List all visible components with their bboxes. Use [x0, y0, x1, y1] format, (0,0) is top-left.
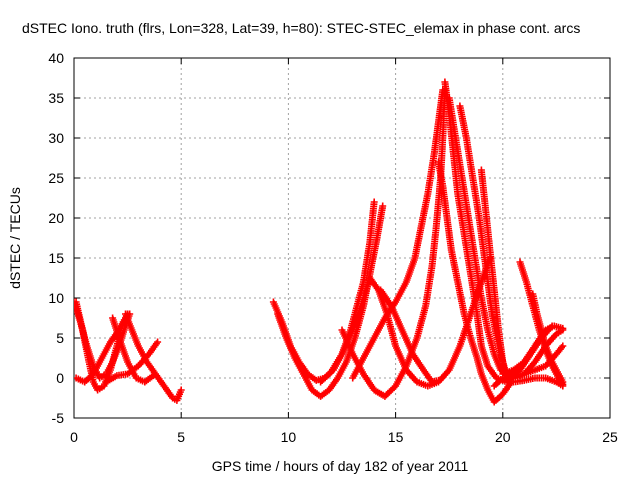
- y-tick-label: 20: [48, 210, 64, 226]
- series-markers: [349, 86, 447, 382]
- plot-frame: [73, 57, 611, 419]
- y-tick-label: 0: [56, 370, 64, 386]
- series-arc-10: [338, 86, 449, 400]
- y-tick-label: 10: [48, 290, 64, 306]
- plot-area: [74, 78, 567, 406]
- y-tick-label: 40: [48, 50, 64, 66]
- series-markers: [122, 310, 185, 404]
- series-arc-17: [477, 166, 511, 386]
- y-tick-label: 15: [48, 250, 64, 266]
- x-tick-label: 10: [281, 429, 297, 445]
- x-tick-label: 5: [177, 429, 185, 445]
- x-tick-label: 15: [388, 429, 404, 445]
- y-tick-label: 25: [48, 170, 64, 186]
- y-tick-label: 5: [56, 330, 64, 346]
- axes: [73, 57, 611, 419]
- series-markers: [490, 342, 567, 390]
- x-tick-label: 25: [602, 429, 618, 445]
- x-axis-ticks: 0 5 10 15 20 25: [70, 58, 618, 445]
- series-arc-12: [377, 286, 442, 386]
- series-arc-20: [490, 342, 567, 390]
- x-axis-label: GPS time / hours of day 182 of year 2011: [212, 458, 469, 474]
- series-markers: [338, 86, 449, 400]
- x-tick-label: 0: [70, 429, 78, 445]
- y-axis-label: dSTEC / TECUs: [7, 187, 23, 289]
- y-axis-ticks: -5 0 5 10 15 20 25 30 35 40: [48, 50, 610, 426]
- series-arc-13: [435, 158, 515, 406]
- series-markers: [499, 322, 567, 378]
- series-arc-22: [510, 374, 567, 390]
- chart-title: dSTEC Iono. truth (flrs, Lon=328, Lat=39…: [22, 20, 580, 36]
- series-arc-11: [349, 86, 447, 382]
- series-markers: [377, 286, 442, 386]
- series-markers: [510, 374, 567, 390]
- series-markers: [477, 166, 511, 386]
- series-arc-21: [499, 322, 567, 378]
- y-tick-label: -5: [52, 410, 65, 426]
- y-tick-label: 30: [48, 130, 64, 146]
- x-tick-label: 20: [495, 429, 511, 445]
- y-tick-label: 35: [48, 90, 64, 106]
- series-arc-6: [122, 310, 185, 404]
- series-markers: [435, 158, 515, 406]
